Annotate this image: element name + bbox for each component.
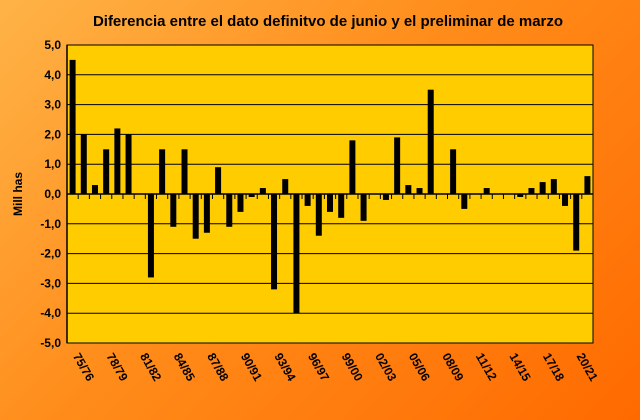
bar-94/95 bbox=[282, 179, 289, 194]
x-tick-label: 08/09 bbox=[439, 351, 466, 384]
bar-90/91 bbox=[237, 194, 244, 212]
bar-21/22 bbox=[584, 176, 591, 194]
x-tick-label: 20/21 bbox=[574, 351, 601, 384]
bars bbox=[69, 59, 591, 314]
bar-92/93 bbox=[259, 188, 266, 194]
bar-20/21 bbox=[573, 194, 580, 251]
bar-98/99 bbox=[327, 194, 333, 212]
y-tick-label: -5,0 bbox=[40, 336, 61, 350]
x-tick-label: 99/00 bbox=[339, 351, 366, 384]
x-tick-label: 17/18 bbox=[540, 351, 567, 384]
x-tick-label: 93/94 bbox=[271, 351, 298, 384]
y-tick-label: -3,0 bbox=[40, 276, 61, 290]
bar-01/02 bbox=[360, 194, 367, 221]
bar-85/86 bbox=[181, 149, 188, 194]
bar-79/80 bbox=[114, 128, 121, 194]
x-tick-label: 90/91 bbox=[238, 351, 265, 384]
bar-18/19 bbox=[550, 179, 557, 194]
bar-83/84 bbox=[159, 149, 166, 194]
bar-78/79 bbox=[103, 149, 110, 194]
bar-19/20 bbox=[562, 194, 569, 206]
bar-99/00 bbox=[338, 194, 345, 218]
chart-title: Diferencia entre el dato definitvo de ju… bbox=[93, 13, 563, 30]
y-tick-label: -4,0 bbox=[40, 306, 61, 320]
x-tick-label: 02/03 bbox=[372, 351, 399, 384]
x-tick-label: 11/12 bbox=[473, 351, 500, 384]
y-tick-label: 5,0 bbox=[44, 38, 61, 52]
bar-12/13 bbox=[483, 188, 490, 194]
x-tick-label: 05/06 bbox=[406, 351, 433, 384]
bar-87/88 bbox=[203, 194, 210, 233]
y-tick-label: -2,0 bbox=[40, 247, 61, 261]
bar-05/06 bbox=[405, 185, 412, 194]
y-tick-label: 4,0 bbox=[44, 68, 61, 82]
bar-10/11 bbox=[461, 194, 468, 209]
bar-04/05 bbox=[394, 137, 401, 194]
bar-09/10 bbox=[450, 149, 457, 194]
bar-15/16 bbox=[517, 194, 524, 197]
x-tick-label: 96/97 bbox=[305, 351, 332, 384]
bar-75/76 bbox=[69, 59, 76, 195]
x-tick-label: 14/15 bbox=[506, 351, 533, 384]
bar-80/81 bbox=[125, 134, 132, 194]
x-tick-label: 75/76 bbox=[70, 351, 97, 384]
x-tick-labels: 75/76 78/79 81/82 84/85 87/88 90/91 93/94 96/97… bbox=[70, 351, 601, 384]
bar-86/87 bbox=[192, 194, 199, 239]
x-tick-label: 81/82 bbox=[137, 351, 164, 384]
y-tick-label: 2,0 bbox=[44, 127, 61, 141]
y-tick-label: -1,0 bbox=[40, 217, 61, 231]
bar-03/04 bbox=[382, 194, 389, 200]
bar-95/96 bbox=[293, 194, 300, 314]
y-tick-label: 3,0 bbox=[44, 98, 61, 112]
bar-82/83 bbox=[147, 194, 154, 278]
bar-17/18 bbox=[539, 182, 546, 194]
bar-16/17 bbox=[528, 188, 535, 194]
y-axis-label: Mill has bbox=[11, 172, 25, 216]
bar-84/85 bbox=[170, 194, 177, 227]
bar-00/01 bbox=[349, 140, 356, 194]
x-tick-label: 78/79 bbox=[104, 351, 131, 384]
bar-06/07 bbox=[416, 188, 423, 194]
bar-96/97 bbox=[304, 194, 311, 206]
bar-89/90 bbox=[226, 194, 233, 227]
bar-77/78 bbox=[91, 185, 98, 194]
bar-91/92 bbox=[248, 194, 255, 197]
y-tick-label: 1,0 bbox=[44, 157, 61, 171]
bar-76/77 bbox=[80, 134, 87, 194]
y-tick-label: 0,0 bbox=[44, 187, 61, 201]
bar-88/89 bbox=[215, 167, 222, 194]
y-tick-labels: 5,0 4,0 3,0 2,0 1,0 0,0 -1,0 -2,0 -3,0 -4,0 -5,0 bbox=[40, 38, 61, 350]
bar-97/98 bbox=[315, 194, 322, 236]
x-tick-label: 87/88 bbox=[204, 351, 231, 384]
bar-93/94 bbox=[271, 194, 278, 290]
axes bbox=[66, 45, 594, 343]
x-tick-label: 84/85 bbox=[171, 351, 198, 384]
bar-07/08 bbox=[427, 89, 434, 194]
